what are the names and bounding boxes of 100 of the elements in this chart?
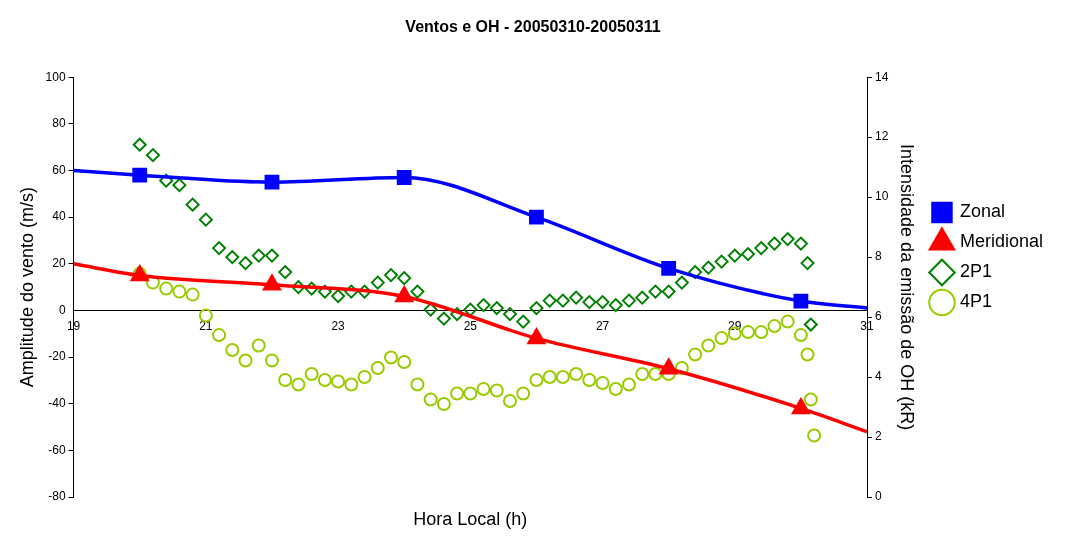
point [278, 373, 293, 388]
point [357, 370, 372, 385]
point [410, 284, 425, 299]
point [383, 268, 398, 283]
x-tick-label: 25 [463, 318, 478, 333]
point [635, 367, 650, 382]
point [463, 386, 478, 401]
x-tick-label: 21 [199, 318, 213, 333]
point [264, 174, 280, 190]
point [767, 319, 782, 334]
point [793, 293, 809, 309]
point [622, 377, 636, 392]
y-tick-label: -60 [48, 442, 66, 457]
point [317, 373, 332, 388]
point [145, 275, 160, 290]
y-tick-label: -20 [48, 349, 66, 364]
point [527, 328, 546, 345]
y-tick-label: 80 [52, 116, 66, 131]
point [701, 338, 716, 353]
point [159, 173, 174, 188]
point [463, 302, 478, 317]
point [397, 271, 412, 286]
point [396, 170, 412, 185]
point [754, 325, 769, 340]
point [595, 376, 610, 391]
point [780, 232, 795, 247]
point [383, 350, 398, 365]
point [331, 374, 346, 389]
point [714, 254, 729, 269]
point [780, 314, 795, 329]
point [185, 287, 200, 302]
point [212, 241, 227, 256]
point [450, 307, 465, 322]
y-tick-label: 60 [52, 162, 66, 177]
point [132, 167, 148, 183]
point [555, 370, 570, 385]
point [225, 250, 240, 265]
point [476, 382, 491, 397]
point [595, 295, 610, 310]
y2-tick-label: 6 [875, 309, 883, 324]
x-axis-title: Hora Local (h) [413, 508, 528, 529]
point [807, 428, 822, 443]
point [608, 298, 623, 313]
y2-tick-label: 14 [875, 69, 889, 84]
point [423, 392, 438, 407]
point [185, 197, 200, 212]
point [264, 353, 279, 368]
point [291, 377, 306, 392]
y2-tick-label: 4 [875, 369, 883, 384]
point [172, 178, 187, 193]
point [436, 311, 451, 326]
point [395, 286, 413, 303]
point [803, 392, 818, 407]
point [800, 256, 815, 271]
point [714, 331, 729, 346]
y-tick-label: -40 [48, 396, 66, 411]
point [529, 373, 544, 388]
point [661, 261, 677, 276]
point [800, 347, 815, 362]
point [238, 353, 253, 368]
point [767, 236, 782, 251]
legend-label: Zonal [959, 201, 1005, 222]
point [688, 347, 703, 362]
point [198, 212, 213, 227]
point [582, 295, 597, 310]
point [569, 367, 584, 382]
y2-tick-label: 12 [875, 129, 889, 144]
point [529, 209, 544, 225]
point [741, 247, 756, 262]
point [397, 355, 412, 370]
y-axis-title: Amplitude do vento (m/s) [16, 187, 37, 388]
y-tick-label: 100 [45, 69, 66, 84]
y2-tick-label: 0 [875, 489, 883, 504]
point [502, 307, 517, 322]
point [278, 265, 293, 280]
point [476, 298, 491, 313]
y-tick-label: 20 [52, 256, 66, 271]
point [754, 241, 769, 256]
point [648, 284, 663, 299]
y-tick-label: 40 [52, 209, 66, 224]
line-series [73, 167, 868, 310]
point [635, 290, 650, 305]
chart-title: Ventos e OH - 20050310-20050311 [405, 18, 661, 36]
point [608, 382, 623, 397]
point [741, 325, 756, 340]
legend-label: 2P1 [959, 261, 992, 282]
point [370, 275, 385, 290]
point [145, 148, 160, 163]
y-tick-label: -80 [48, 489, 66, 504]
point [803, 317, 818, 332]
y2-axis-title: Intensidade da emissão de OH (kR) [897, 144, 918, 431]
point [344, 284, 359, 299]
point [489, 301, 504, 316]
point [688, 265, 703, 280]
point [304, 281, 319, 296]
point [659, 358, 678, 375]
point [263, 275, 281, 291]
point [529, 301, 544, 316]
point [370, 361, 385, 376]
point [516, 314, 531, 329]
